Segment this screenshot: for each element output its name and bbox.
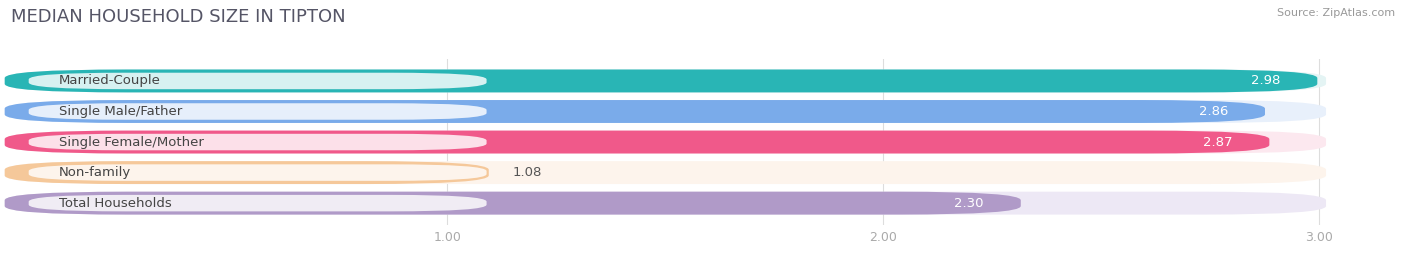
FancyBboxPatch shape xyxy=(4,69,1326,92)
Text: Non-family: Non-family xyxy=(59,166,132,179)
FancyBboxPatch shape xyxy=(4,69,1317,92)
FancyBboxPatch shape xyxy=(4,161,489,184)
Text: MEDIAN HOUSEHOLD SIZE IN TIPTON: MEDIAN HOUSEHOLD SIZE IN TIPTON xyxy=(11,8,346,26)
FancyBboxPatch shape xyxy=(28,103,486,120)
FancyBboxPatch shape xyxy=(4,131,1270,154)
FancyBboxPatch shape xyxy=(4,192,1326,215)
Text: 2.86: 2.86 xyxy=(1198,105,1227,118)
Text: Single Male/Father: Single Male/Father xyxy=(59,105,183,118)
Text: 2.87: 2.87 xyxy=(1202,136,1232,148)
FancyBboxPatch shape xyxy=(4,131,1326,154)
Text: Source: ZipAtlas.com: Source: ZipAtlas.com xyxy=(1277,8,1395,18)
FancyBboxPatch shape xyxy=(28,195,486,211)
Text: 1.08: 1.08 xyxy=(513,166,543,179)
FancyBboxPatch shape xyxy=(4,192,1021,215)
Text: Single Female/Mother: Single Female/Mother xyxy=(59,136,204,148)
Text: 2.98: 2.98 xyxy=(1251,75,1281,87)
Text: Married-Couple: Married-Couple xyxy=(59,75,162,87)
FancyBboxPatch shape xyxy=(4,161,1326,184)
Text: 2.30: 2.30 xyxy=(955,197,984,210)
FancyBboxPatch shape xyxy=(28,73,486,89)
Text: Total Households: Total Households xyxy=(59,197,172,210)
FancyBboxPatch shape xyxy=(4,100,1265,123)
FancyBboxPatch shape xyxy=(4,100,1326,123)
FancyBboxPatch shape xyxy=(28,134,486,150)
FancyBboxPatch shape xyxy=(28,164,486,181)
